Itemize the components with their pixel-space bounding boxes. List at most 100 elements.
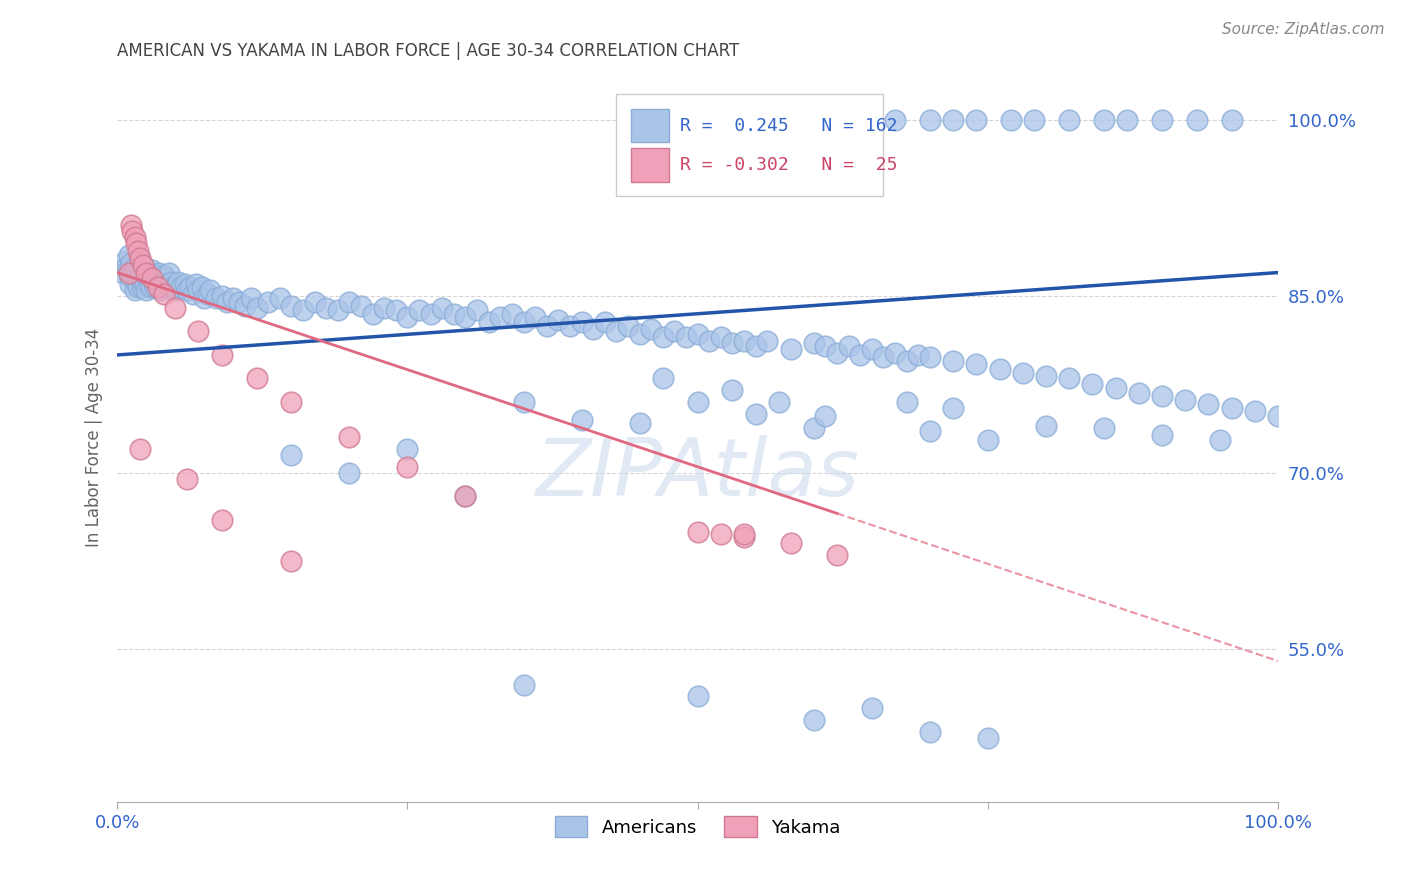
Point	[408, 303, 430, 318]
Point	[558, 318, 581, 333]
Point	[536, 318, 558, 333]
Point	[721, 336, 744, 351]
Point	[512, 677, 534, 691]
Point	[145, 279, 167, 293]
Point	[686, 395, 709, 409]
Point	[1011, 366, 1033, 380]
Point	[884, 345, 907, 359]
Point	[896, 354, 918, 368]
Point	[454, 489, 477, 503]
Point	[115, 260, 138, 274]
Point	[396, 459, 419, 474]
Point	[512, 315, 534, 329]
Point	[124, 260, 146, 274]
Point	[166, 275, 188, 289]
Point	[149, 283, 172, 297]
Point	[432, 301, 454, 315]
Point	[571, 315, 593, 329]
Point	[779, 536, 801, 550]
Point	[628, 326, 651, 341]
Point	[942, 112, 965, 127]
Point	[1267, 409, 1289, 424]
Point	[593, 315, 616, 329]
Point	[524, 310, 547, 325]
Point	[1104, 381, 1126, 395]
Point	[1220, 112, 1243, 127]
Point	[143, 275, 166, 289]
Point	[129, 253, 152, 268]
Point	[129, 252, 152, 266]
Point	[153, 279, 176, 293]
Point	[1116, 112, 1139, 127]
Point	[582, 322, 605, 336]
Point	[849, 348, 872, 362]
Point	[142, 268, 165, 282]
Point	[118, 266, 141, 280]
Point	[148, 266, 170, 280]
Point	[124, 230, 146, 244]
Point	[135, 268, 157, 282]
Point	[489, 310, 512, 325]
Point	[350, 298, 373, 312]
Point	[135, 283, 157, 297]
Point	[640, 322, 662, 336]
Legend: Americans, Yakama: Americans, Yakama	[547, 809, 848, 845]
Point	[710, 527, 733, 541]
Point	[120, 256, 142, 270]
Point	[1035, 418, 1057, 433]
Point	[744, 112, 766, 127]
Point	[988, 362, 1011, 376]
Point	[825, 548, 848, 562]
Point	[803, 336, 825, 351]
Point	[146, 279, 169, 293]
Point	[176, 471, 198, 485]
Point	[918, 425, 941, 439]
Point	[454, 489, 477, 503]
Point	[165, 283, 187, 297]
Point	[965, 112, 987, 127]
FancyBboxPatch shape	[616, 95, 883, 196]
Point	[651, 330, 673, 344]
Point	[257, 295, 280, 310]
Point	[779, 342, 801, 356]
Point	[697, 334, 720, 348]
Point	[211, 348, 233, 362]
Point	[233, 298, 256, 312]
Point	[337, 430, 360, 444]
Point	[1081, 377, 1104, 392]
Point	[419, 307, 441, 321]
Point	[245, 371, 267, 385]
Point	[269, 292, 291, 306]
Point	[159, 275, 181, 289]
Point	[152, 286, 174, 301]
FancyBboxPatch shape	[631, 148, 669, 182]
Point	[211, 289, 233, 303]
Point	[1150, 428, 1173, 442]
Point	[733, 530, 755, 544]
Point	[205, 292, 228, 306]
Point	[145, 271, 167, 285]
Point	[814, 338, 837, 352]
Point	[132, 260, 155, 274]
Point	[138, 271, 160, 285]
Point	[132, 275, 155, 289]
Point	[884, 112, 907, 127]
Point	[280, 298, 302, 312]
Point	[280, 554, 302, 568]
Point	[228, 295, 250, 310]
Point	[860, 342, 883, 356]
Point	[733, 334, 755, 348]
Text: R = -0.302   N =  25: R = -0.302 N = 25	[681, 156, 898, 174]
Point	[1244, 404, 1267, 418]
Point	[860, 112, 883, 127]
Point	[135, 266, 157, 280]
Point	[896, 395, 918, 409]
Point	[118, 248, 141, 262]
Point	[118, 277, 141, 292]
Point	[141, 263, 163, 277]
Text: R =  0.245   N = 162: R = 0.245 N = 162	[681, 117, 898, 135]
Point	[1024, 112, 1046, 127]
Point	[361, 307, 384, 321]
Point	[872, 351, 894, 365]
Point	[1185, 112, 1208, 127]
